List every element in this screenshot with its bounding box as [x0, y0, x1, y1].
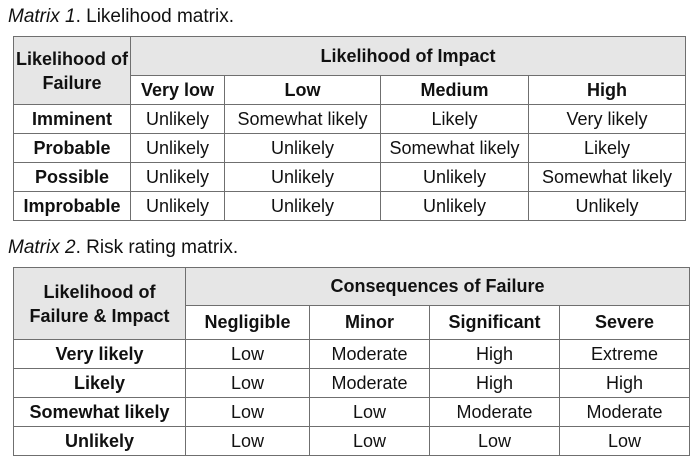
- matrix2-column-header: Negligible: [185, 305, 310, 340]
- matrix2-cell: Moderate: [559, 397, 690, 427]
- matrix1-caption-label: Matrix 1: [8, 6, 76, 27]
- matrix1-cell: Unlikely: [130, 162, 225, 192]
- matrix2-cell: High: [429, 339, 560, 369]
- matrix1-row-label: Imminent: [13, 104, 131, 134]
- table-row: Somewhat likely Low Low Moderate Moderat…: [13, 397, 690, 427]
- matrix1-cell: Unlikely: [130, 104, 225, 134]
- table-row: Imminent Unlikely Somewhat likely Likely…: [13, 104, 687, 134]
- matrix2-row-label: Very likely: [13, 339, 186, 369]
- matrix1-cell: Likely: [380, 104, 529, 134]
- matrix1-row-label: Probable: [13, 133, 131, 163]
- matrix1-row-label: Possible: [13, 162, 131, 192]
- matrix1-column-header: Low: [224, 75, 381, 105]
- matrix2-cell: Low: [185, 397, 310, 427]
- matrix1-cell: Unlikely: [224, 133, 381, 163]
- matrix2-cell: Low: [309, 426, 430, 456]
- table-row: Possible Unlikely Unlikely Unlikely Some…: [13, 162, 687, 192]
- matrix1-cell: Unlikely: [224, 162, 381, 192]
- matrix2-cell: Extreme: [559, 339, 690, 369]
- matrix2-cell: Low: [185, 426, 310, 456]
- matrix2-group-header: Consequences of Failure: [185, 267, 690, 306]
- matrix2-caption-text: . Risk rating matrix.: [75, 237, 239, 258]
- matrix1-corner-header: Likelihood of Failure: [13, 36, 131, 105]
- matrix1-cell: Somewhat likely: [224, 104, 381, 134]
- matrix2-cell: Moderate: [309, 368, 430, 398]
- matrix1-group-header: Likelihood of Impact: [129, 36, 687, 76]
- matrix2-cell: Moderate: [309, 339, 430, 369]
- matrix2-cell: High: [559, 368, 690, 398]
- matrix1-cell: Unlikely: [527, 191, 687, 221]
- matrix2-column-header: Significant: [429, 305, 560, 340]
- matrix2-caption-label: Matrix 2: [8, 237, 76, 258]
- matrix1-cell: Likely: [527, 133, 687, 163]
- table-row: Probable Unlikely Unlikely Somewhat like…: [13, 133, 687, 163]
- matrix2-cell: Low: [309, 397, 430, 427]
- matrix1-column-header: High: [527, 75, 687, 105]
- matrix2-row-label: Likely: [13, 368, 186, 398]
- matrix2-cell: High: [429, 368, 560, 398]
- matrix1-caption: Matrix 1. Likelihood matrix.: [8, 6, 234, 28]
- matrix2-corner-header: Likelihood of Failure & Impact: [13, 267, 186, 340]
- matrix1-cell: Very likely: [527, 104, 687, 134]
- matrix1-column-header: Medium: [380, 75, 529, 105]
- risk-rating-matrix-table: Likelihood of Failure & Impact Consequen…: [13, 267, 690, 456]
- matrix2-cell: Moderate: [429, 397, 560, 427]
- matrix2-caption: Matrix 2. Risk rating matrix.: [8, 237, 238, 259]
- matrix2-column-header: Severe: [559, 305, 690, 340]
- matrix2-column-header: Minor: [309, 305, 430, 340]
- matrix2-row-label: Somewhat likely: [13, 397, 186, 427]
- matrix1-cell: Unlikely: [130, 191, 225, 221]
- matrix1-row-label: Improbable: [13, 191, 131, 221]
- matrix1-cell: Unlikely: [224, 191, 381, 221]
- matrix2-cell: Low: [559, 426, 690, 456]
- matrix1-cell: Somewhat likely: [527, 162, 687, 192]
- table-row: Improbable Unlikely Unlikely Unlikely Un…: [13, 191, 687, 221]
- likelihood-matrix-table: Likelihood of Failure Likelihood of Impa…: [13, 36, 687, 221]
- matrix1-caption-text: . Likelihood matrix.: [75, 6, 234, 27]
- matrix2-cell: Low: [185, 368, 310, 398]
- matrix2-cell: Low: [429, 426, 560, 456]
- matrix1-cell: Unlikely: [380, 162, 529, 192]
- table-row: Unlikely Low Low Low Low: [13, 426, 690, 456]
- matrix1-column-header: Very low: [130, 75, 225, 105]
- matrix1-cell: Unlikely: [130, 133, 225, 163]
- table-row: Very likely Low Moderate High Extreme: [13, 339, 690, 369]
- matrix1-cell: Somewhat likely: [380, 133, 529, 163]
- matrix2-cell: Low: [185, 339, 310, 369]
- matrix1-cell: Unlikely: [380, 191, 529, 221]
- matrix2-row-label: Unlikely: [13, 426, 186, 456]
- table-row: Likely Low Moderate High High: [13, 368, 690, 398]
